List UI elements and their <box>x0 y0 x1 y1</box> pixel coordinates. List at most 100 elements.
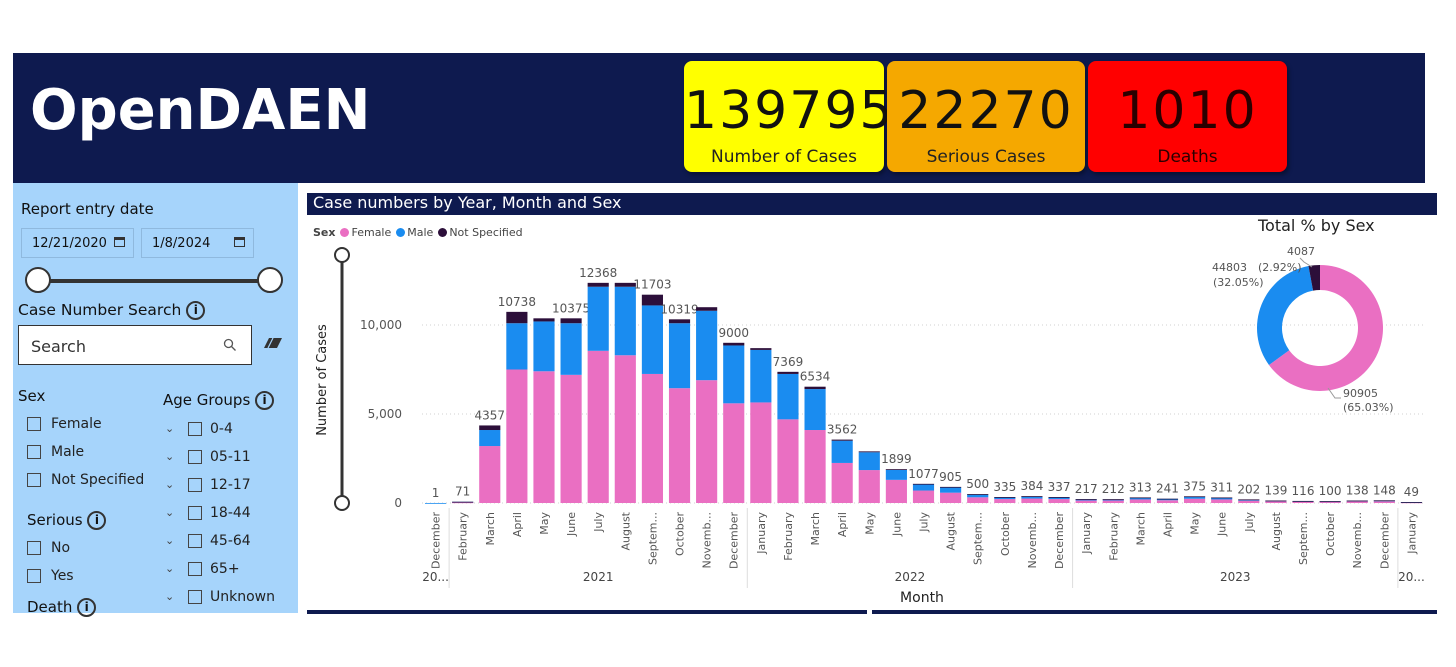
bar-segment-female <box>750 402 772 503</box>
bar-segment-not-specified <box>1021 496 1043 497</box>
chart-title-bar <box>307 193 1437 215</box>
checkbox-age-group[interactable] <box>188 450 202 464</box>
checkbox-age-group[interactable] <box>188 534 202 548</box>
info-icon[interactable]: i <box>77 598 97 617</box>
year-group-label: 2023 <box>1220 570 1251 584</box>
bar-total-label: 3562 <box>827 423 858 437</box>
eraser-icon[interactable] <box>264 336 284 350</box>
donut-slice-not-specified <box>1308 265 1320 291</box>
x-tick-label: July <box>592 512 605 533</box>
bar-segment-male <box>885 469 907 480</box>
slider-start-handle[interactable] <box>25 267 51 293</box>
bar-segment-female <box>668 388 691 503</box>
x-tick-label: Septem... <box>972 512 985 565</box>
checkbox-age-group[interactable] <box>188 478 202 492</box>
checkbox-age-group[interactable] <box>188 506 202 520</box>
bar-total-label: 116 <box>1292 484 1315 498</box>
date-range-slider[interactable] <box>38 279 270 283</box>
bar-total-label: 1077 <box>908 467 939 481</box>
bar-segment-female <box>967 497 989 503</box>
kpi-card-deaths[interactable]: 1010 Deaths <box>1088 61 1287 172</box>
y-tick-label: 0 <box>394 496 402 510</box>
donut-label-female-value: 90905 <box>1343 387 1378 400</box>
info-icon[interactable]: i <box>87 511 107 530</box>
bar-total-label: 1899 <box>881 452 912 466</box>
checkbox-serious-yes[interactable] <box>27 569 41 583</box>
bar-segment-not-specified <box>1265 500 1287 502</box>
chevron-down-icon[interactable]: ⌄ <box>165 450 175 463</box>
bar-segment-not-specified <box>723 342 745 346</box>
bar-segment-not-specified <box>1400 502 1423 503</box>
kpi-card-serious[interactable]: 22270 Serious Cases <box>887 61 1085 172</box>
bar-segment-male <box>506 323 528 370</box>
donut-slice-female <box>1268 265 1383 391</box>
chevron-down-icon[interactable]: ⌄ <box>165 478 175 491</box>
bar-total-label: 9000 <box>718 326 749 340</box>
search-icon[interactable] <box>223 338 237 352</box>
bar-segment-not-specified <box>641 294 663 306</box>
bar-segment-not-specified <box>452 501 474 503</box>
x-tick-label: March <box>1134 512 1147 546</box>
bar-segment-not-specified <box>912 483 935 485</box>
bar-segment-male <box>641 305 663 374</box>
kpi-card-cases[interactable]: 139795 Number of Cases <box>684 61 893 172</box>
chevron-down-icon[interactable]: ⌄ <box>165 562 175 575</box>
calendar-icon[interactable] <box>234 237 245 247</box>
bar-segment-female <box>831 462 853 503</box>
checkbox-serious-no[interactable] <box>27 541 41 555</box>
case-search-input[interactable]: Search <box>18 325 252 365</box>
slider-end-handle[interactable] <box>257 267 283 293</box>
bar-segment-female <box>940 492 962 503</box>
date-end-field[interactable]: 1/8/2024 <box>141 228 254 258</box>
chevron-down-icon[interactable]: ⌄ <box>165 506 175 519</box>
bar-segment-male <box>994 497 1016 500</box>
bar-total-label: 335 <box>993 480 1016 494</box>
bar-total-label: 1 <box>432 486 440 500</box>
zoom-slider-handle <box>334 247 350 263</box>
legend-item-male[interactable]: Male <box>407 226 434 239</box>
kpi-serious-value: 22270 <box>898 81 1074 141</box>
x-tick-label: October <box>674 512 687 556</box>
bar-segment-female <box>1346 501 1368 503</box>
kpi-deaths-label: Deaths <box>1157 147 1218 167</box>
bar-segment-not-specified <box>994 497 1016 498</box>
bar-total-label: 202 <box>1237 482 1260 496</box>
info-icon[interactable]: i <box>255 391 275 410</box>
x-tick-label: Septem... <box>646 512 659 565</box>
date-start-field[interactable]: 12/21/2020 <box>21 228 134 258</box>
sex-option-female: Female <box>51 416 102 432</box>
x-tick-label: August <box>619 511 632 550</box>
checkbox-age-group[interactable] <box>188 590 202 604</box>
x-tick-label: October <box>1324 512 1337 556</box>
bar-total-label: 10738 <box>498 295 536 309</box>
bar-total-label: 139 <box>1264 484 1287 498</box>
bar-segment-male <box>804 389 826 431</box>
checkbox-age-group[interactable] <box>188 562 202 576</box>
checkbox-age-group[interactable] <box>188 422 202 436</box>
bar-segment-male <box>967 494 989 498</box>
x-tick-label: April <box>1161 512 1174 537</box>
bar-segment-female <box>1048 499 1070 503</box>
chevron-down-icon[interactable]: ⌄ <box>165 534 175 547</box>
chevron-down-icon[interactable]: ⌄ <box>165 422 175 435</box>
x-axis-title: Month <box>900 590 944 606</box>
bar-segment-female <box>912 490 935 503</box>
calendar-icon[interactable] <box>114 237 125 247</box>
bar-segment-female <box>777 419 799 503</box>
checkbox-sex-not-specified[interactable] <box>27 473 41 487</box>
x-tick-label: December <box>1378 512 1391 570</box>
legend-item-not-specified[interactable]: Not Specified <box>449 226 523 239</box>
bar-segment-not-specified <box>479 425 501 431</box>
bar-segment-female <box>1292 501 1314 503</box>
chevron-down-icon[interactable]: ⌄ <box>165 590 175 603</box>
year-group-label: 2021 <box>583 570 614 584</box>
bar-segment-female <box>506 369 528 503</box>
bar-segment-male <box>858 452 880 471</box>
legend-item-female[interactable]: Female <box>351 226 392 239</box>
cases-bar-chart: 0 5,000 10,000 Number of Cases 1 December 71 Fe… <box>315 245 1425 606</box>
kpi-cases-label: Number of Cases <box>711 147 857 167</box>
checkbox-sex-female[interactable] <box>27 417 41 431</box>
checkbox-sex-male[interactable] <box>27 445 41 459</box>
legend-title: Sex <box>313 226 336 239</box>
info-icon[interactable]: i <box>186 301 206 320</box>
